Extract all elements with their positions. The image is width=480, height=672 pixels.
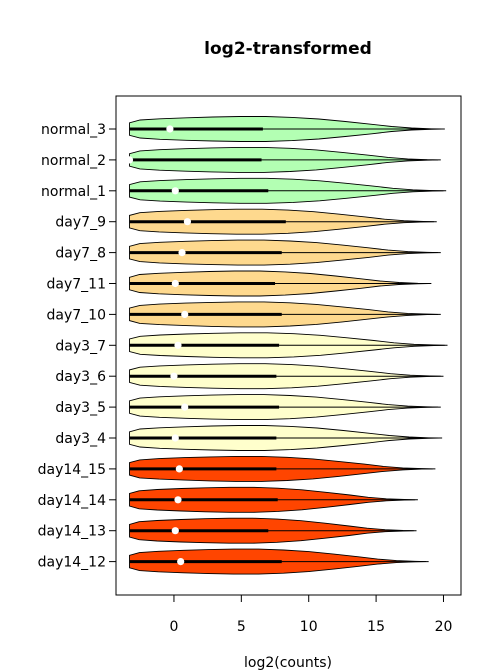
violin-median (171, 187, 179, 195)
y-tick-label: day7_9 (55, 215, 106, 231)
violin-normal_3 (129, 116, 445, 142)
violin-median (174, 341, 182, 349)
violin-median (183, 218, 192, 226)
y-tick-label: day14_13 (38, 524, 106, 540)
x-axis: 0 5 10 15 20 (169, 594, 453, 635)
y-tick-label: normal_3 (41, 122, 106, 138)
violin-median (174, 496, 182, 504)
violin-normal_1 (129, 177, 447, 204)
violin-day7_8 (129, 239, 441, 266)
chart-title: log2-transformed (204, 39, 372, 59)
y-axis: normal_3 normal_2 normal_1 day7_9 day7_8 day7… (38, 122, 116, 571)
y-tick-label: day3_5 (55, 400, 106, 416)
y-tick-label: day7_11 (47, 277, 106, 293)
x-tick-label: 5 (237, 619, 246, 635)
x-tick-label: 10 (300, 619, 318, 635)
violin-day14_14 (129, 486, 418, 513)
violin-median (171, 279, 179, 288)
violin-day3_5 (129, 394, 441, 421)
violin-normal_2 (125, 146, 441, 173)
violin-median (178, 249, 186, 257)
violin-day3_7 (129, 332, 448, 359)
violin-day14_15 (129, 455, 436, 482)
x-tick-label: 20 (435, 619, 453, 635)
violin-median (125, 156, 134, 164)
y-tick-label: day3_6 (55, 369, 106, 385)
violin-day3_6 (129, 363, 444, 390)
violin-median (171, 527, 179, 535)
violin-day7_9 (129, 208, 437, 235)
y-tick-label: day14_14 (38, 493, 106, 509)
x-tick-label: 15 (367, 619, 385, 635)
y-tick-label: day14_15 (38, 462, 106, 478)
y-tick-label: day3_7 (55, 338, 106, 354)
violin-day7_11 (129, 270, 432, 297)
x-tick-label: 0 (169, 619, 178, 635)
violin-median (177, 558, 185, 566)
violin-day14_13 (129, 517, 417, 544)
violin-median (166, 125, 174, 133)
violin-median (181, 310, 189, 318)
violin-median (170, 372, 178, 380)
y-tick-label: normal_2 (41, 153, 106, 169)
violin-median (171, 434, 179, 442)
x-axis-label: log2(counts) (244, 655, 332, 671)
y-tick-label: day14_12 (38, 555, 106, 571)
violin-median (175, 465, 183, 473)
violin-median (181, 403, 189, 411)
violin-group (125, 116, 448, 575)
y-tick-label: day7_8 (55, 246, 106, 262)
violin-day14_12 (129, 548, 429, 575)
violin-day7_10 (129, 301, 441, 328)
y-tick-label: day3_4 (55, 431, 106, 447)
y-tick-label: day7_10 (47, 307, 106, 323)
y-tick-label: normal_1 (41, 184, 106, 200)
violin-day3_4 (129, 425, 443, 451)
